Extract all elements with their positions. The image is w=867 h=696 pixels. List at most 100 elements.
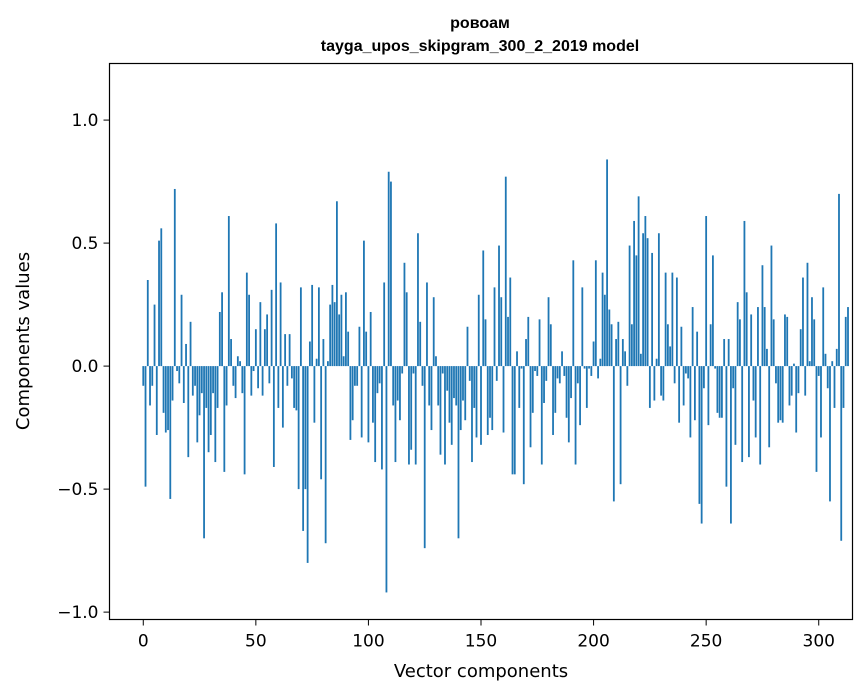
bar	[471, 366, 473, 463]
bar	[363, 240, 365, 367]
bar	[689, 366, 692, 438]
bar	[383, 282, 386, 367]
bar	[822, 287, 825, 367]
bar	[153, 304, 156, 367]
bar	[592, 341, 595, 367]
bar	[844, 316, 847, 367]
bar	[455, 366, 458, 406]
bar	[212, 366, 214, 394]
bar	[164, 366, 167, 433]
bar	[597, 366, 599, 379]
bar	[419, 321, 422, 367]
bar	[178, 366, 181, 384]
bar	[408, 366, 410, 465]
bar	[369, 311, 372, 367]
bar	[297, 366, 300, 490]
bar	[743, 220, 746, 367]
bar	[750, 314, 753, 367]
bar	[606, 159, 608, 367]
bar	[295, 366, 298, 411]
y-tick-label: 1.0	[71, 111, 98, 131]
chart-subtitle: tayga_upos_skipgram_300_2_2019 model	[321, 38, 639, 55]
bar	[572, 260, 575, 367]
bar	[570, 366, 572, 399]
bar	[509, 277, 512, 367]
bar	[302, 366, 305, 531]
bar	[772, 319, 775, 367]
y-tick-label: 0.0	[71, 357, 98, 377]
bar	[146, 280, 149, 367]
bar	[261, 366, 264, 396]
bar	[356, 366, 359, 386]
bar	[239, 361, 241, 367]
bar	[727, 339, 730, 367]
bar	[405, 292, 408, 367]
bar	[459, 366, 462, 431]
x-tick-label: 150	[465, 632, 497, 652]
bar	[777, 366, 780, 423]
bar	[176, 366, 178, 372]
bar	[180, 294, 183, 367]
bar	[403, 262, 406, 367]
x-tick-label: 0	[138, 632, 149, 652]
bar	[703, 366, 705, 389]
bar	[520, 366, 523, 369]
bar	[340, 294, 343, 367]
bar	[288, 334, 291, 367]
bar	[574, 366, 577, 465]
bar	[480, 366, 482, 445]
bar	[374, 366, 377, 463]
bar	[504, 176, 507, 367]
bar	[757, 307, 759, 367]
bar	[657, 233, 660, 367]
bar	[155, 366, 158, 435]
bar	[182, 366, 185, 403]
bar	[189, 321, 192, 367]
bar	[498, 245, 500, 367]
bar	[646, 238, 649, 367]
bar	[682, 366, 685, 406]
bar	[320, 366, 323, 480]
bar	[707, 366, 710, 426]
bar	[705, 216, 708, 367]
bar	[531, 366, 534, 413]
bar	[840, 366, 843, 541]
bar	[169, 366, 172, 499]
bar	[421, 366, 424, 386]
bar	[732, 366, 735, 389]
x-tick-label: 250	[690, 632, 722, 652]
bar	[529, 366, 532, 448]
chart-title: ровоам	[450, 15, 510, 32]
bar	[376, 366, 379, 394]
bar	[680, 326, 683, 367]
x-tick-label: 50	[245, 632, 267, 652]
bar	[216, 366, 219, 408]
bar	[601, 272, 604, 367]
bar	[214, 366, 217, 463]
bar	[642, 233, 645, 367]
bar	[808, 361, 811, 367]
bar	[441, 366, 444, 374]
bar	[221, 292, 223, 367]
bar	[392, 366, 395, 406]
bar	[784, 314, 786, 367]
bar	[171, 366, 174, 401]
bar	[218, 311, 221, 367]
bar	[540, 366, 543, 465]
bar	[739, 319, 741, 367]
bar	[315, 358, 318, 367]
bar	[518, 366, 521, 408]
bar	[610, 324, 613, 367]
bar	[696, 331, 699, 367]
bar	[723, 339, 726, 367]
bar	[734, 366, 737, 445]
y-axis: −1.0 −0.5 0.0 0.5 1.0	[57, 111, 110, 623]
bar	[793, 363, 795, 367]
bar	[725, 366, 728, 487]
bar	[372, 366, 374, 423]
bar	[329, 304, 332, 367]
bar	[209, 366, 212, 435]
bar	[252, 366, 255, 372]
bar	[486, 366, 489, 435]
bar	[847, 307, 849, 367]
